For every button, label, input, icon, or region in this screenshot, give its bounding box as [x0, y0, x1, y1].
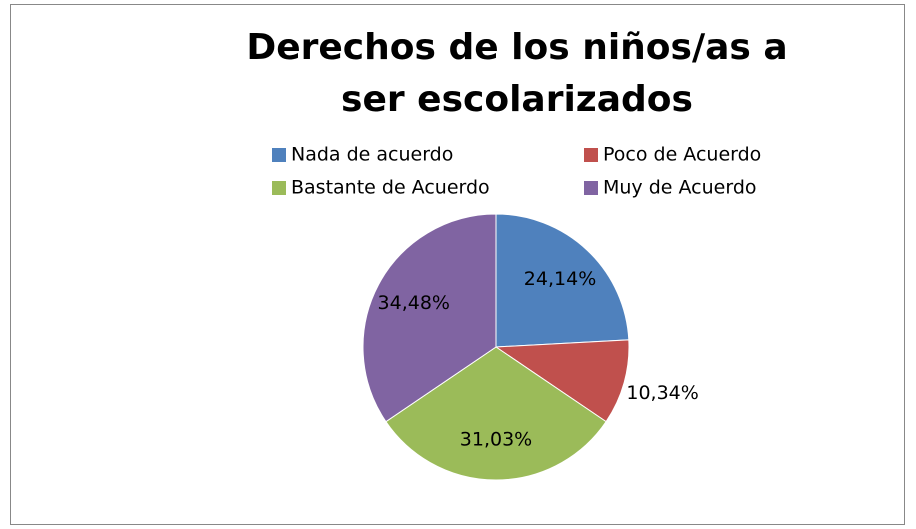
legend-label: Muy de Acuerdo [603, 177, 757, 199]
pie-slice [362, 213, 497, 423]
legend-label: Nada de acuerdo [291, 144, 453, 166]
data-label: 34,48% [378, 292, 450, 314]
data-label: 10,34% [626, 382, 698, 404]
legend-label: Bastante de Acuerdo [291, 177, 490, 199]
legend-swatch [272, 148, 286, 162]
data-label: 31,03% [460, 429, 532, 451]
legend-swatch [584, 181, 598, 195]
pie-slice [385, 346, 607, 481]
legend-label: Poco de Acuerdo [603, 144, 761, 166]
chart-title: Derechos de los niños/as a ser escolariz… [246, 27, 788, 120]
data-label: 24,14% [524, 268, 596, 290]
pie-slice [494, 339, 630, 423]
pie-slice [495, 213, 630, 348]
chart-frame [10, 4, 905, 525]
legend-swatch [584, 148, 598, 162]
legend-swatch [272, 181, 286, 195]
